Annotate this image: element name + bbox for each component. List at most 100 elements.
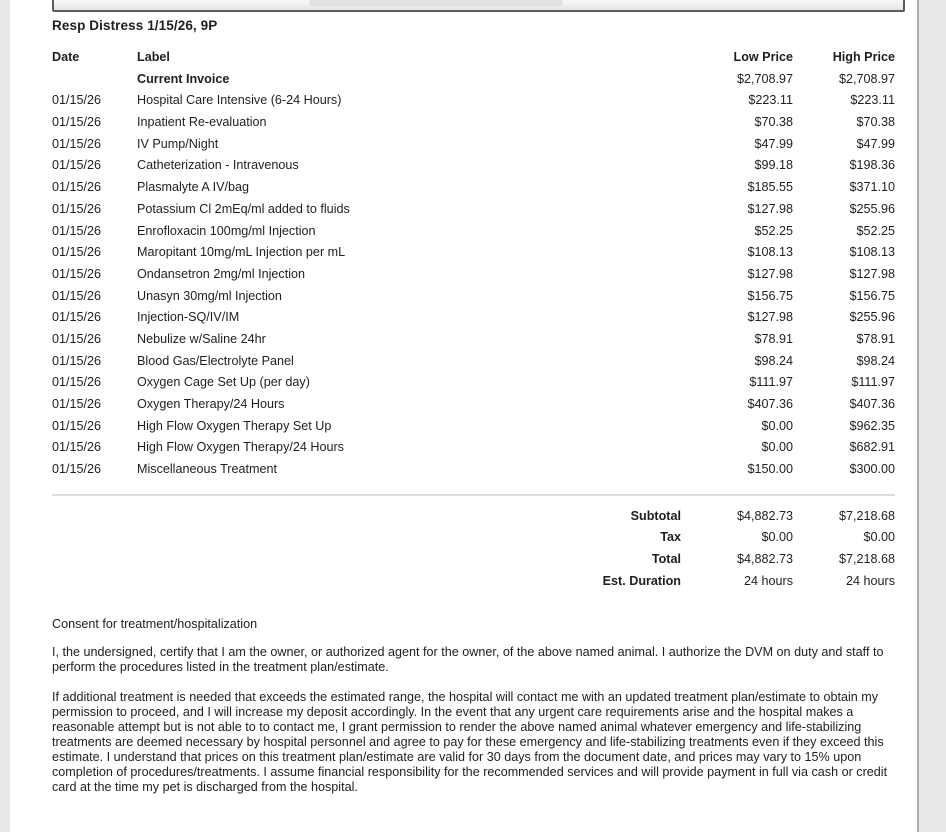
row-date: 01/15/26 [52, 397, 102, 411]
table-row: Current Invoice $2,708.97 $2,708.97 [52, 69, 895, 91]
tax-label: Tax [660, 530, 681, 545]
row-label: Injection-SQ/IV/IM [137, 310, 240, 325]
row-high-price: $111.97 [851, 375, 895, 390]
row-label: Blood Gas/Electrolyte Panel [137, 353, 294, 368]
table-row: 01/15/26 Maropitant 10mg/mL Injection pe… [52, 242, 895, 264]
row-label: Current Invoice [137, 71, 230, 86]
row-high-price: $108.13 [849, 245, 895, 260]
total-low-value: $4,882.73 [736, 552, 793, 567]
table-row: 01/15/26 Hospital Care Intensive (6-24 H… [52, 90, 895, 112]
table-row: 01/15/26 IV Pump/Night $47.99 $47.99 [52, 134, 895, 156]
row-low-price: $78.91 [754, 331, 793, 346]
summary-row-est-duration: Est. Duration 24 hours 24 hours [52, 571, 895, 593]
row-label: High Flow Oxygen Therapy/24 Hours [137, 440, 344, 455]
header-date: Date [52, 50, 80, 64]
document-content: Resp Distress 1/15/26, 9P Date Label Low… [52, 14, 895, 810]
row-high-price: $407.36 [849, 397, 895, 411]
est-duration-high-value: 24 hours [845, 573, 895, 588]
row-date: 01/15/26 [52, 440, 102, 455]
row-label: Nebulize w/Saline 24hr [137, 331, 266, 346]
row-low-price: $98.24 [754, 353, 793, 368]
table-row: 01/15/26 Potassium Cl 2mEq/ml added to f… [52, 199, 895, 221]
subtotal-high-value: $7,218.68 [838, 508, 895, 523]
tax-low-value: $0.00 [761, 530, 793, 545]
table-row: 01/15/26 High Flow Oxygen Therapy Set Up… [52, 416, 895, 438]
row-date: 01/15/26 [52, 115, 102, 130]
row-low-price: $47.99 [754, 136, 793, 151]
header-low-price: Low Price [733, 50, 794, 64]
header-label: Label [137, 50, 170, 64]
row-low-price: $70.38 [754, 115, 793, 130]
document-page: Resp Distress 1/15/26, 9P Date Label Low… [10, 0, 919, 832]
est-duration-label: Est. Duration [602, 573, 681, 588]
table-row: 01/15/26 Blood Gas/Electrolyte Panel $98… [52, 351, 895, 373]
row-high-price: $2,708.97 [838, 71, 895, 86]
row-high-price: $70.38 [856, 115, 895, 130]
row-date: 01/15/26 [52, 245, 102, 260]
est-duration-low-value: 24 hours [743, 573, 793, 588]
row-low-price: $0.00 [761, 418, 793, 433]
table-row: 01/15/26 Injection-SQ/IV/IM $127.98 $255… [52, 307, 895, 329]
row-low-price: $99.18 [754, 158, 793, 173]
row-low-price: $2,708.97 [736, 71, 793, 86]
row-date: 01/15/26 [52, 201, 102, 216]
row-high-price: $127.98 [849, 266, 895, 281]
row-date: 01/15/26 [52, 158, 102, 173]
row-high-price: $98.24 [856, 353, 895, 368]
row-label: High Flow Oxygen Therapy Set Up [137, 418, 332, 433]
row-label: Ondansetron 2mg/ml Injection [137, 266, 306, 281]
subtotal-label: Subtotal [630, 508, 681, 523]
subtotal-low-value: $4,882.73 [736, 508, 793, 523]
row-low-price: $52.25 [754, 223, 793, 238]
row-date: 01/15/26 [52, 375, 102, 390]
row-date: 01/15/26 [52, 223, 102, 238]
row-label: Potassium Cl 2mEq/ml added to fluids [137, 201, 350, 216]
table-row: 01/15/26 Oxygen Cage Set Up (per day) $1… [52, 372, 895, 394]
row-low-price: $185.55 [747, 180, 793, 195]
row-low-price: $127.98 [747, 310, 793, 325]
row-low-price: $127.98 [747, 266, 793, 281]
row-high-price: $255.96 [849, 201, 895, 216]
consent-heading: Consent for treatment/hospitalization [52, 616, 258, 631]
table-row: 01/15/26 High Flow Oxygen Therapy/24 Hou… [52, 437, 895, 459]
summary-section: Subtotal $4,882.73 $7,218.68 Tax $0.00 $… [52, 506, 895, 593]
table-row: 01/15/26 Plasmalyte A IV/bag $185.55 $37… [52, 177, 895, 199]
row-date: 01/15/26 [52, 180, 102, 195]
row-date: 01/15/26 [52, 353, 102, 368]
top-cutoff-button[interactable] [52, 0, 905, 12]
row-high-price: $300.00 [849, 462, 895, 477]
table-row: 01/15/26 Miscellaneous Treatment $150.00… [52, 459, 895, 481]
total-high-value: $7,218.68 [838, 552, 895, 567]
row-low-price: $108.13 [747, 245, 793, 260]
row-high-price: $47.99 [856, 136, 895, 151]
row-label: Oxygen Cage Set Up (per day) [137, 375, 310, 390]
row-date: 01/15/26 [52, 418, 102, 433]
table-row: 01/15/26 Catheterization - Intravenous $… [52, 155, 895, 177]
row-high-price: $371.10 [849, 180, 895, 195]
row-low-price: $156.75 [747, 288, 793, 303]
row-label: Enrofloxacin 100mg/ml Injection [137, 223, 316, 238]
table-row: 01/15/26 Enrofloxacin 100mg/ml Injection… [52, 221, 895, 243]
table-row: 01/15/26 Unasyn 30mg/ml Injection $156.7… [52, 286, 895, 308]
table-body: Current Invoice $2,708.97 $2,708.97 01/1… [52, 69, 895, 481]
row-label: Miscellaneous Treatment [137, 462, 277, 477]
table-row: 01/15/26 Inpatient Re-evaluation $70.38 … [52, 112, 895, 134]
row-low-price: $150.00 [747, 462, 793, 477]
table-row: 01/15/26 Ondansetron 2mg/ml Injection $1… [52, 264, 895, 286]
row-high-price: $78.91 [856, 331, 895, 346]
summary-row-tax: Tax $0.00 $0.00 [52, 527, 895, 549]
row-high-price: $682.91 [849, 440, 895, 455]
row-date: 01/15/26 [52, 331, 102, 346]
row-high-price: $198.36 [849, 158, 895, 173]
row-label: Unasyn 30mg/ml Injection [137, 288, 282, 303]
row-high-price: $223.11 [850, 93, 895, 108]
row-date: 01/15/26 [52, 93, 102, 108]
row-low-price: $111.97 [749, 375, 793, 390]
consent-section: Consent for treatment/hospitalization I,… [52, 617, 895, 795]
row-label: Oxygen Therapy/24 Hours [137, 397, 285, 411]
row-date: 01/15/26 [52, 136, 102, 151]
row-low-price: $127.98 [747, 201, 793, 216]
consent-paragraph-1: I, the undersigned, certify that I am th… [52, 645, 884, 675]
total-label: Total [651, 552, 681, 567]
